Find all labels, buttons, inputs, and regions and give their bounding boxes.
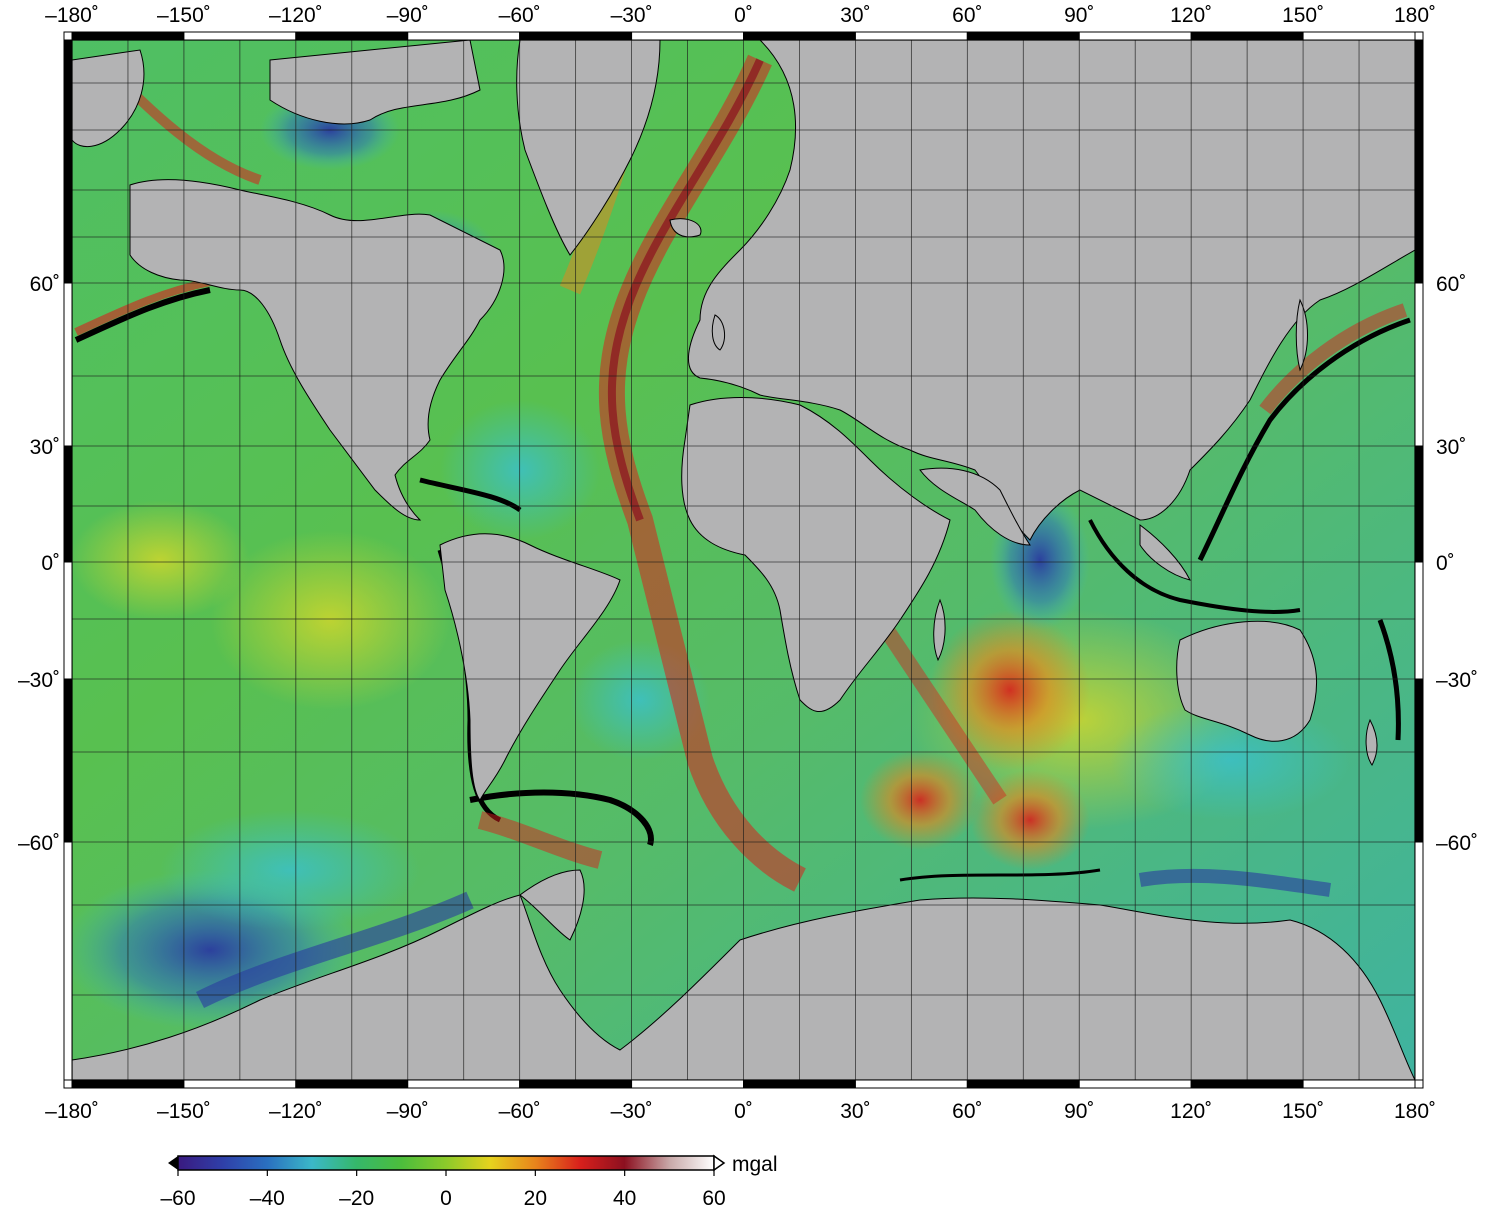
frame-bar-top <box>631 31 744 41</box>
frame-bar-side <box>1414 561 1424 680</box>
frame-bar-bottom <box>183 1079 297 1089</box>
longitude-label-top: 0˚ <box>734 4 753 27</box>
latitude-label-left: 0˚ <box>41 552 60 575</box>
latitude-labels-right: 60˚ 30˚ 0˚ –30˚ –60˚ <box>1436 273 1478 855</box>
latitude-label-left: 30˚ <box>30 436 60 459</box>
latitude-label-right: 0˚ <box>1436 552 1455 575</box>
frame-bar-side <box>63 39 73 284</box>
frame-bar-side <box>63 841 73 1081</box>
frame-bar-top <box>1078 31 1192 41</box>
longitude-label-bottom: 0˚ <box>734 1100 753 1123</box>
longitude-label-top: 120˚ <box>1170 4 1212 27</box>
latitude-label-left: 60˚ <box>30 273 60 296</box>
colorbar-tick-label: 40 <box>613 1187 636 1210</box>
frame-bar-bottom <box>854 1079 968 1089</box>
longitude-labels-bottom: –180˚ –150˚ –120˚ –90˚ –60˚ –30˚ 0˚ 30˚ 60˚ 90˚ 12… <box>45 1100 1436 1123</box>
frame-bar-bottom <box>1078 1079 1192 1089</box>
longitude-label-bottom: 90˚ <box>1064 1100 1094 1123</box>
longitude-label-bottom: –60˚ <box>499 1100 541 1123</box>
longitude-label-bottom: –120˚ <box>269 1100 323 1123</box>
frame-bar-side <box>63 561 73 680</box>
frame-bar-side <box>1414 841 1424 1081</box>
longitude-label-bottom: 30˚ <box>840 1100 870 1123</box>
colorbar: mgal –60 –40 –20 0 20 40 60 <box>160 1153 777 1210</box>
colorbar-gradient <box>177 1155 715 1171</box>
latitude-label-left: –30˚ <box>18 669 60 692</box>
longitude-label-bottom: –90˚ <box>387 1100 429 1123</box>
frame-bar-side <box>63 445 73 563</box>
frame-bar-top <box>183 31 297 41</box>
longitude-label-top: –120˚ <box>269 4 323 27</box>
colorbar-tick-label: 60 <box>702 1187 725 1210</box>
longitude-label-top: 150˚ <box>1282 4 1324 27</box>
longitude-label-top: –180˚ <box>45 4 99 27</box>
longitude-label-bottom: 60˚ <box>952 1100 982 1123</box>
frame-bar-bottom <box>966 1079 1080 1089</box>
frame-bar-bottom <box>519 1079 633 1089</box>
longitude-label-top: –60˚ <box>499 4 541 27</box>
frame-bar-top <box>295 31 409 41</box>
land-south-america <box>439 533 621 801</box>
frame-bar-bottom <box>743 1079 856 1089</box>
longitude-labels-top: –180˚ –150˚ –120˚ –90˚ –60˚ –30˚ 0˚ 30˚ 60˚ 90˚ 12… <box>45 4 1436 27</box>
land-africa <box>681 397 951 712</box>
latitude-label-right: –30˚ <box>1436 669 1478 692</box>
anomaly-features <box>72 54 1411 1030</box>
land-north-america <box>129 179 505 521</box>
colorbar-max-arrow <box>713 1154 726 1172</box>
frame-bar-bottom <box>631 1079 744 1089</box>
latitude-label-right: –60˚ <box>1436 832 1478 855</box>
latitude-labels-left: 60˚ 30˚ 0˚ –30˚ –60˚ <box>18 273 60 855</box>
frame-bar-bottom <box>295 1079 409 1089</box>
frame-bar-side <box>1414 282 1424 447</box>
longitude-label-top: 90˚ <box>1064 4 1094 27</box>
longitude-label-top: 180˚ <box>1394 4 1436 27</box>
longitude-label-bottom: –150˚ <box>157 1100 211 1123</box>
land-eurasia <box>687 40 1415 541</box>
latitude-label-left: –60˚ <box>18 832 60 855</box>
longitude-label-bottom: 180˚ <box>1394 1100 1436 1123</box>
frame-bar-bottom <box>1190 1079 1304 1089</box>
colorbar-tick-label: –60 <box>160 1187 195 1210</box>
colorbar-tick-label: 20 <box>524 1187 547 1210</box>
frame-bar-bottom <box>71 1079 185 1089</box>
frame-bar-top <box>1302 31 1416 41</box>
colorbar-tick-label: –40 <box>250 1187 285 1210</box>
frame-bar-top <box>519 31 633 41</box>
colorbar-tick-label: –20 <box>339 1187 374 1210</box>
colorbar-tick-label: 0 <box>440 1187 452 1210</box>
longitude-label-bottom: 120˚ <box>1170 1100 1212 1123</box>
frame-bar-side <box>63 678 73 843</box>
longitude-label-bottom: –180˚ <box>45 1100 99 1123</box>
frame-bar-bottom <box>1302 1079 1416 1089</box>
land-australia <box>1176 620 1318 742</box>
frame-bar-top <box>743 31 856 41</box>
colorbar-min-arrow <box>168 1156 178 1170</box>
frame-bar-side <box>63 282 73 447</box>
latitude-label-right: 60˚ <box>1436 273 1466 296</box>
frame-bar-top <box>854 31 968 41</box>
land-greenland <box>516 40 661 256</box>
longitude-label-top: –30˚ <box>611 4 653 27</box>
longitude-label-top: 60˚ <box>952 4 982 27</box>
frame-bar-top <box>1190 31 1304 41</box>
longitude-label-bottom: –30˚ <box>611 1100 653 1123</box>
latitude-label-right: 30˚ <box>1436 436 1466 459</box>
frame-bar-top <box>966 31 1080 41</box>
frame-bar-top <box>71 31 185 41</box>
graticule <box>72 40 1415 1080</box>
longitude-label-bottom: 150˚ <box>1282 1100 1324 1123</box>
frame-bar-side <box>1414 39 1424 284</box>
frame-bar-side <box>1414 445 1424 563</box>
frame-bar-bottom <box>407 1079 521 1089</box>
longitude-label-top: –150˚ <box>157 4 211 27</box>
frame-bar-side <box>1414 678 1424 843</box>
longitude-label-top: 30˚ <box>840 4 870 27</box>
colorbar-ticks: –60 –40 –20 0 20 40 60 <box>160 1170 726 1210</box>
colorbar-unit: mgal <box>732 1153 778 1176</box>
frame-bar-top <box>407 31 521 41</box>
longitude-label-top: –90˚ <box>387 4 429 27</box>
map-frame <box>63 31 1424 1089</box>
